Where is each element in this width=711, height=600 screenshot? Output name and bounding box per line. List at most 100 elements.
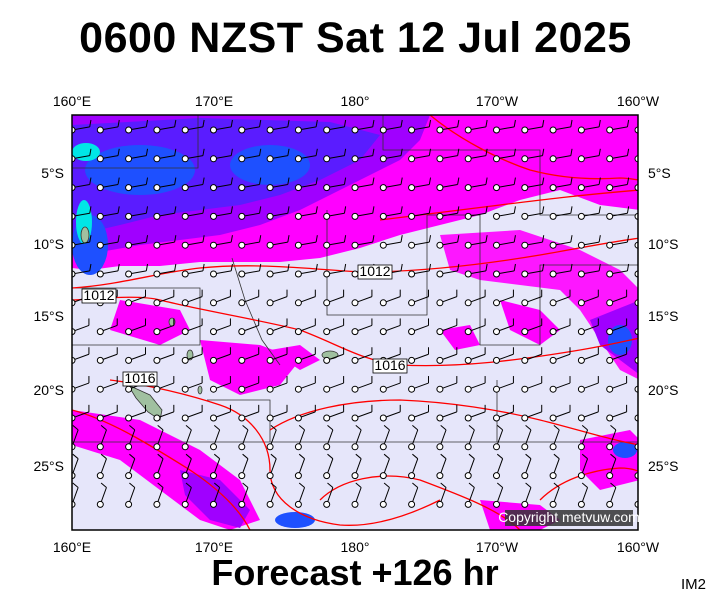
wind-barb-feather	[485, 148, 488, 156]
station-circle	[323, 385, 331, 393]
station-circle	[436, 356, 444, 364]
station-circle	[266, 184, 274, 192]
station-circle	[238, 241, 246, 249]
bottom-longitude-labels: 160°E 170°E 180° 170°W 160°W	[53, 539, 660, 555]
wind-barb-feather	[259, 263, 262, 271]
station-circle	[351, 155, 359, 163]
wind-barb-feather	[598, 148, 601, 156]
wind-barb-feather	[270, 453, 277, 460]
wind-barb-shaft	[637, 215, 638, 217]
wind-barb-feather	[400, 263, 403, 271]
wind-barb-feather	[412, 482, 419, 488]
station-circle	[210, 414, 217, 422]
station-circle	[323, 500, 331, 508]
wind-barb-feather	[315, 206, 318, 214]
wind-barb-feather	[230, 148, 233, 156]
wind-barb-feather	[570, 206, 573, 214]
station-circle	[153, 212, 161, 220]
station-circle	[436, 385, 444, 393]
station-circle	[379, 241, 387, 249]
station-circle	[408, 126, 416, 134]
wind-barb-shaft	[637, 158, 638, 159]
wind-barb-feather	[270, 425, 277, 431]
wind-barb-feather	[129, 453, 136, 460]
wind-barb-feather	[202, 177, 205, 185]
wind-barb-feather	[400, 177, 403, 185]
wind-barb-feather	[598, 263, 601, 271]
wind-barbs	[72, 119, 638, 508]
station-circle	[181, 356, 189, 364]
station-circle	[96, 500, 104, 508]
station-circle	[379, 155, 387, 163]
wind-barb-feather	[242, 482, 249, 488]
station-circle	[464, 328, 472, 336]
station-circle	[577, 443, 585, 451]
station-circle	[493, 356, 500, 364]
wind-barb-feather	[428, 148, 432, 156]
station-circle	[153, 472, 161, 480]
station-circle	[238, 126, 246, 134]
forecast-hour: Forecast +126 hr	[211, 552, 499, 593]
station-circle	[125, 155, 133, 163]
lat-label: 5°S	[648, 165, 671, 181]
wind-barb-feather	[213, 453, 220, 460]
wind-barb-shaft	[637, 445, 638, 447]
station-circle	[351, 356, 359, 364]
station-circle	[521, 443, 529, 451]
wind-barb-feather	[230, 206, 233, 214]
station-circle	[379, 385, 387, 393]
station-circle	[125, 385, 133, 393]
station-circle	[351, 299, 359, 307]
station-circle	[408, 270, 416, 278]
wind-barb-feather	[355, 425, 362, 431]
station-circle	[606, 328, 614, 336]
station-circle	[577, 299, 585, 307]
station-circle	[436, 184, 444, 192]
wind-barb-feather	[496, 482, 503, 488]
station-circle	[521, 270, 529, 278]
copyright-box	[505, 510, 633, 526]
wind-barb-feather	[440, 453, 447, 460]
wind-barb-feather	[117, 263, 120, 271]
station-circle	[266, 155, 274, 163]
station-circle	[521, 414, 529, 422]
wind-barb-feather	[145, 119, 149, 127]
wind-barb-feather	[542, 177, 545, 185]
station-circle	[464, 184, 472, 192]
station-circle	[606, 356, 614, 364]
wind-barb-feather	[428, 263, 432, 271]
station-circle	[408, 443, 416, 451]
station-circle	[96, 385, 104, 393]
station-circle	[606, 241, 614, 249]
station-circle	[294, 443, 302, 451]
lat-label: 25°S	[33, 458, 64, 474]
wind-barb-feather	[496, 453, 503, 460]
station-circle	[549, 328, 557, 336]
station-circle	[153, 299, 161, 307]
station-circle	[379, 212, 387, 220]
wind-barb-feather	[581, 453, 588, 460]
lon-label: 160°E	[53, 539, 91, 555]
wind-barb-feather	[327, 453, 334, 460]
wind-barb-feather	[513, 148, 516, 156]
station-circle	[153, 155, 161, 163]
station-circle	[96, 126, 104, 134]
station-circle	[521, 184, 529, 192]
wind-barb-feather	[525, 425, 532, 431]
wind-barb-feather	[485, 177, 488, 185]
wind-barb-feather	[117, 206, 120, 214]
lon-label: 170°W	[476, 93, 519, 109]
lat-label: 15°S	[33, 308, 64, 324]
station-circle	[294, 414, 302, 422]
station-circle	[323, 443, 331, 451]
wind-barb-feather	[89, 119, 92, 127]
station-circle	[351, 385, 359, 393]
lon-label: 160°W	[617, 93, 660, 109]
station-circle	[266, 356, 274, 364]
wind-barb-feather	[89, 206, 92, 214]
map-title: 0600 NZST Sat 12 Jul 2025	[79, 14, 632, 62]
wind-barb-feather	[174, 148, 177, 156]
wind-barb-feather	[400, 235, 403, 243]
station-circle	[238, 155, 246, 163]
station-circle	[294, 212, 302, 220]
